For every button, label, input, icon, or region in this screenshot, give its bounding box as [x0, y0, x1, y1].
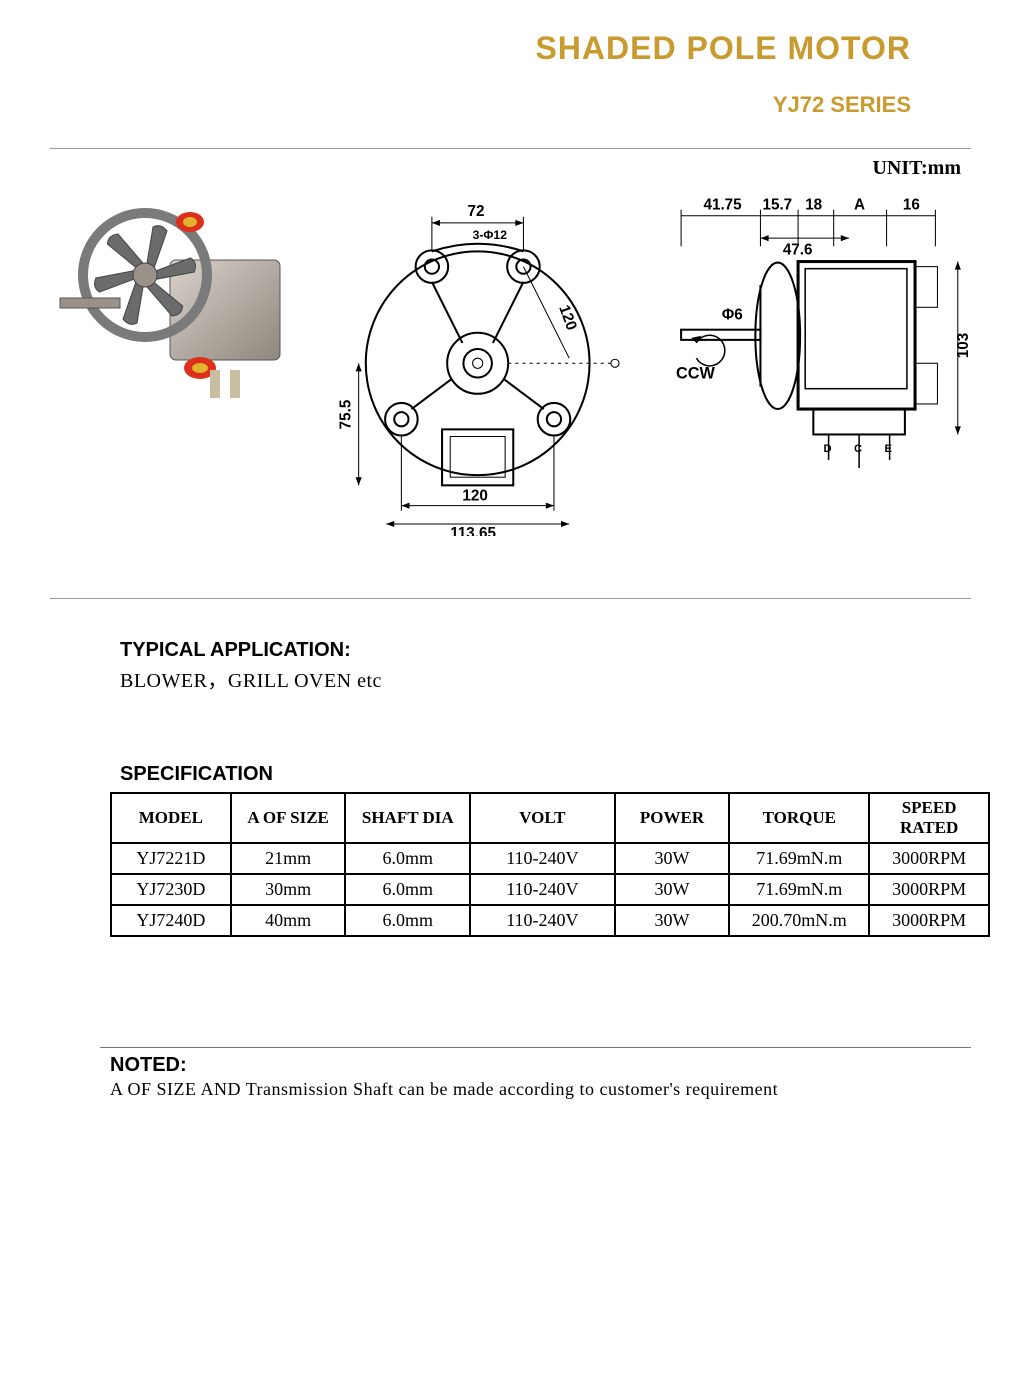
table-cell: 30W [615, 843, 730, 874]
table-cell: YJ7221D [111, 843, 231, 874]
noted-text: A OF SIZE AND Transmission Shaft can be … [110, 1079, 971, 1100]
table-cell: 30W [615, 905, 730, 936]
table-cell: 30W [615, 874, 730, 905]
table-header-cell: POWER [615, 793, 730, 843]
terminal-e: E [885, 443, 893, 455]
noted-section: NOTED: A OF SIZE AND Transmission Shaft … [110, 1047, 971, 1100]
divider-mid [50, 598, 971, 599]
dim-16: 16 [903, 197, 920, 214]
label-ccw: CCW [676, 365, 715, 383]
table-cell: 21mm [231, 843, 346, 874]
table-header-cell: TORQUE [729, 793, 869, 843]
table-header-cell: MODEL [111, 793, 231, 843]
divider-top [50, 148, 971, 149]
table-cell: YJ7240D [111, 905, 231, 936]
dim-41-75: 41.75 [703, 197, 742, 214]
divider-noted [100, 1047, 971, 1048]
dim-72: 72 [467, 203, 484, 220]
table-header-cell: SPEED RATED [869, 793, 989, 843]
table-cell: 3000RPM [869, 905, 989, 936]
diagram-row: 72 3-Φ12 120 75.5 [50, 170, 971, 590]
dim-3phi12: 3-Φ12 [473, 228, 508, 242]
table-cell: 71.69mN.m [729, 874, 869, 905]
dim-120-bottom: 120 [462, 488, 487, 505]
side-view: 41.75 15.7 18 A 16 47.6 [676, 197, 971, 468]
engineering-drawings: 72 3-Φ12 120 75.5 [320, 170, 971, 541]
table-cell: YJ7230D [111, 874, 231, 905]
table-cell: 3000RPM [869, 874, 989, 905]
table-row: YJ7221D21mm6.0mm110-240V30W71.69mN.m3000… [111, 843, 989, 874]
dim-A: A [854, 197, 865, 214]
typical-application-heading: TYPICAL APPLICATION: [120, 639, 971, 662]
table-cell: 40mm [231, 905, 346, 936]
subtitle-text: YJ72 SERIES [773, 92, 911, 117]
table-cell: 200.70mN.m [729, 905, 869, 936]
table-cell: 110-240V [470, 905, 615, 936]
table-row: YJ7230D30mm6.0mm110-240V30W71.69mN.m3000… [111, 874, 989, 905]
terminal-d: D [824, 443, 832, 455]
page-title: SHADED POLE MOTOR [50, 30, 971, 67]
table-header-cell: SHAFT DIA [345, 793, 470, 843]
terminal-c: C [854, 443, 862, 455]
dim-75-5: 75.5 [338, 399, 355, 429]
noted-heading: NOTED: [110, 1054, 971, 1077]
table-body: YJ7221D21mm6.0mm110-240V30W71.69mN.m3000… [111, 843, 989, 936]
dim-phi6: Φ6 [722, 307, 743, 324]
dim-113-65: 113.65 [450, 525, 496, 536]
dim-103: 103 [955, 333, 971, 358]
dim-47-6: 47.6 [783, 241, 813, 258]
specification-heading: SPECIFICATION [120, 763, 971, 786]
table-cell: 6.0mm [345, 874, 470, 905]
table-cell: 30mm [231, 874, 346, 905]
typical-application-section: TYPICAL APPLICATION: BLOWER，GRILL OVEN e… [120, 639, 971, 693]
table-row: YJ7240D40mm6.0mm110-240V30W200.70mN.m300… [111, 905, 989, 936]
table-header-row: MODELA OF SIZESHAFT DIAVOLTPOWERTORQUESP… [111, 793, 989, 843]
table-cell: 71.69mN.m [729, 843, 869, 874]
specification-section: SPECIFICATION MODELA OF SIZESHAFT DIAVOL… [120, 763, 971, 937]
table-header-cell: VOLT [470, 793, 615, 843]
specification-table: MODELA OF SIZESHAFT DIAVOLTPOWERTORQUESP… [110, 792, 990, 937]
product-photo [50, 170, 310, 430]
table-cell: 3000RPM [869, 843, 989, 874]
typical-application-text: BLOWER，GRILL OVEN etc [120, 664, 971, 693]
dim-120-diag: 120 [555, 303, 580, 333]
table-cell: 6.0mm [345, 905, 470, 936]
table-cell: 110-240V [470, 874, 615, 905]
table-header-cell: A OF SIZE [231, 793, 346, 843]
title-text: SHADED POLE MOTOR [50, 30, 911, 67]
table-cell: 6.0mm [345, 843, 470, 874]
dim-18: 18 [805, 197, 822, 214]
front-view: 72 3-Φ12 120 75.5 [338, 203, 620, 536]
dim-15-7: 15.7 [762, 197, 792, 214]
table-cell: 110-240V [470, 843, 615, 874]
series-subtitle: YJ72 SERIES [50, 92, 971, 118]
